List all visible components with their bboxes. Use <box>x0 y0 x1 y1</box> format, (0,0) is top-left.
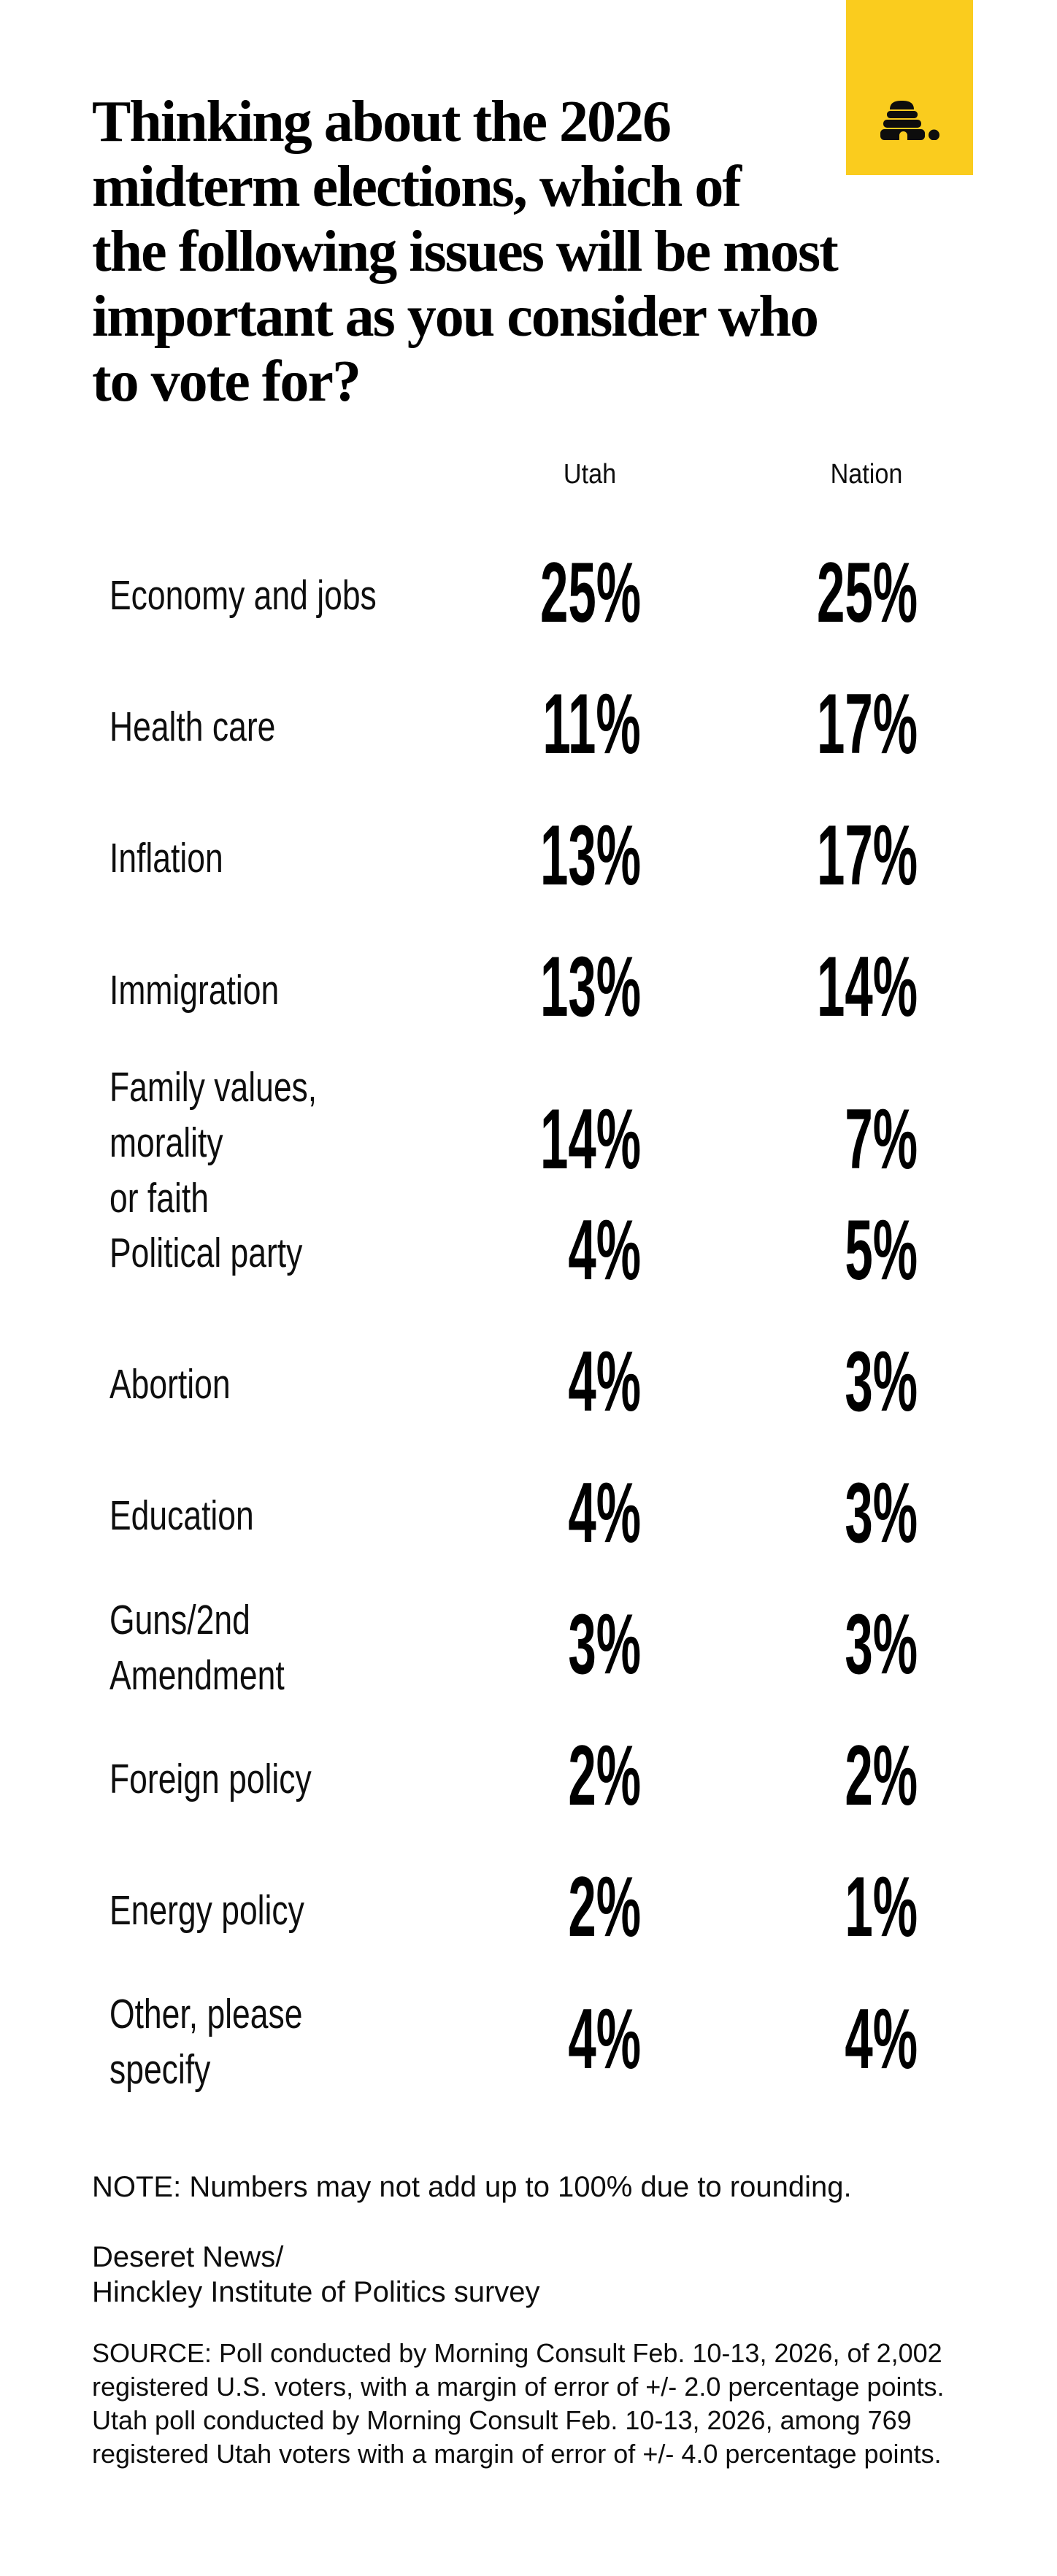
issue-label: Other, please specify <box>109 1991 303 2094</box>
utah-value-cell: 11% <box>466 681 641 766</box>
utah-value-cell: 14% <box>466 1096 641 1181</box>
issue-label-cell: Economy and jobs <box>109 560 466 623</box>
utah-value: 4% <box>568 1201 641 1297</box>
utah-value: 14% <box>539 1091 641 1187</box>
note-text: NOTE: Numbers may not add up to 100% due… <box>92 2171 852 2203</box>
issue-label: Education <box>109 1492 254 1540</box>
issue-label: Family values, morality or faith <box>109 1063 318 1222</box>
nation-value: 17% <box>816 675 918 771</box>
nation-value: 25% <box>816 544 918 640</box>
table-row: Political party 4% 5% <box>0 1184 1057 1315</box>
utah-value: 11% <box>542 675 641 771</box>
source-text: SOURCE: Poll conducted by Morning Consul… <box>92 2338 945 2469</box>
page-title: Thinking about the 2026 midterm election… <box>92 90 839 414</box>
table-row: Family values, morality or faith 14% 7% <box>0 1052 1057 1222</box>
issue-label: Inflation <box>109 835 223 882</box>
nation-value: 7% <box>845 1091 918 1187</box>
nation-value: 14% <box>816 938 918 1035</box>
brand-tab <box>846 0 973 175</box>
issue-label-cell: Health care <box>109 692 466 755</box>
column-header-nation: Nation <box>830 458 903 490</box>
beehive-icon <box>880 101 939 140</box>
issue-label: Political party <box>109 1230 303 1277</box>
nation-value: 1% <box>845 1859 918 1955</box>
utah-value: 3% <box>568 1596 641 1692</box>
utah-value: 4% <box>568 1333 641 1429</box>
table-row: Inflation 13% 17% <box>0 789 1057 920</box>
nation-value-cell: 3% <box>641 1601 918 1686</box>
table-row: Health care 11% 17% <box>0 658 1057 789</box>
issue-label: Immigration <box>109 966 280 1014</box>
table-body: Economy and jobs 25% 25% Health care 11%… <box>0 526 1057 2104</box>
issue-label-cell: Education <box>109 1481 466 1543</box>
utah-value-cell: 4% <box>466 1470 641 1555</box>
nation-value-cell: 25% <box>641 549 918 635</box>
utah-value-cell: 2% <box>466 1864 641 1949</box>
nation-value-cell: 4% <box>641 1996 918 2081</box>
utah-value: 13% <box>539 938 641 1035</box>
credit-text: Deseret News/ Hinckley Institute of Poli… <box>92 2241 540 2308</box>
issue-label-cell: Political party <box>109 1218 466 1281</box>
utah-value: 4% <box>568 1464 641 1560</box>
nation-value-cell: 1% <box>641 1864 918 1949</box>
nation-value-cell: 17% <box>641 812 918 898</box>
nation-value-cell: 17% <box>641 681 918 766</box>
table-row: Energy policy 2% 1% <box>0 1841 1057 1973</box>
issue-label: Abortion <box>109 1361 231 1408</box>
table-row: Economy and jobs 25% 25% <box>0 526 1057 658</box>
utah-value: 25% <box>539 544 641 640</box>
issue-label: Guns/2nd Amendment <box>109 1596 285 1699</box>
issue-label: Economy and jobs <box>109 572 377 620</box>
issue-label-cell: Guns/2nd Amendment <box>109 1585 466 1703</box>
utah-value: 2% <box>568 1859 641 1955</box>
issue-label-cell: Energy policy <box>109 1875 466 1938</box>
utah-value-cell: 13% <box>466 812 641 898</box>
utah-value-cell: 2% <box>466 1732 641 1818</box>
column-headers: Utah Nation <box>0 438 1057 511</box>
issue-label-cell: Inflation <box>109 823 466 886</box>
nation-value: 4% <box>845 1990 918 2086</box>
table-row: Guns/2nd Amendment 3% 3% <box>0 1578 1057 1710</box>
table-row: Other, please specify 4% 4% <box>0 1973 1057 2104</box>
utah-value: 13% <box>539 806 641 903</box>
utah-value-cell: 4% <box>466 1996 641 2081</box>
table-row: Immigration 13% 14% <box>0 921 1057 1052</box>
utah-value-cell: 4% <box>466 1207 641 1292</box>
utah-value-cell: 13% <box>466 944 641 1029</box>
utah-header-cell: Utah <box>466 459 641 490</box>
nation-value-cell: 5% <box>641 1207 918 1292</box>
table-row: Education 4% 3% <box>0 1446 1057 1578</box>
table-row: Foreign policy 2% 2% <box>0 1710 1057 1841</box>
nation-value: 17% <box>816 806 918 903</box>
table-row: Abortion 4% 3% <box>0 1315 1057 1446</box>
nation-value-cell: 3% <box>641 1470 918 1555</box>
issue-label-cell: Abortion <box>109 1349 466 1412</box>
utah-value-cell: 25% <box>466 549 641 635</box>
nation-value: 3% <box>845 1464 918 1560</box>
issue-label-cell: Other, please specify <box>109 1979 466 2097</box>
issue-label: Foreign policy <box>109 1755 312 1802</box>
nation-value-cell: 7% <box>641 1096 918 1181</box>
nation-value: 2% <box>845 1727 918 1824</box>
utah-value: 4% <box>568 1990 641 2086</box>
issue-label: Health care <box>109 703 276 751</box>
issue-label-cell: Family values, morality or faith <box>109 1052 466 1226</box>
nation-value: 3% <box>845 1596 918 1692</box>
issue-label-cell: Immigration <box>109 955 466 1018</box>
nation-value-cell: 2% <box>641 1732 918 1818</box>
utah-value: 2% <box>568 1727 641 1824</box>
nation-value-cell: 14% <box>641 944 918 1029</box>
utah-value-cell: 3% <box>466 1601 641 1686</box>
column-header-utah: Utah <box>563 458 617 490</box>
nation-value-cell: 3% <box>641 1338 918 1424</box>
nation-value: 3% <box>845 1333 918 1429</box>
issue-label: Energy policy <box>109 1886 304 1934</box>
nation-value: 5% <box>845 1201 918 1297</box>
issue-label-cell: Foreign policy <box>109 1744 466 1807</box>
utah-value-cell: 4% <box>466 1338 641 1424</box>
nation-header-cell: Nation <box>641 459 918 490</box>
